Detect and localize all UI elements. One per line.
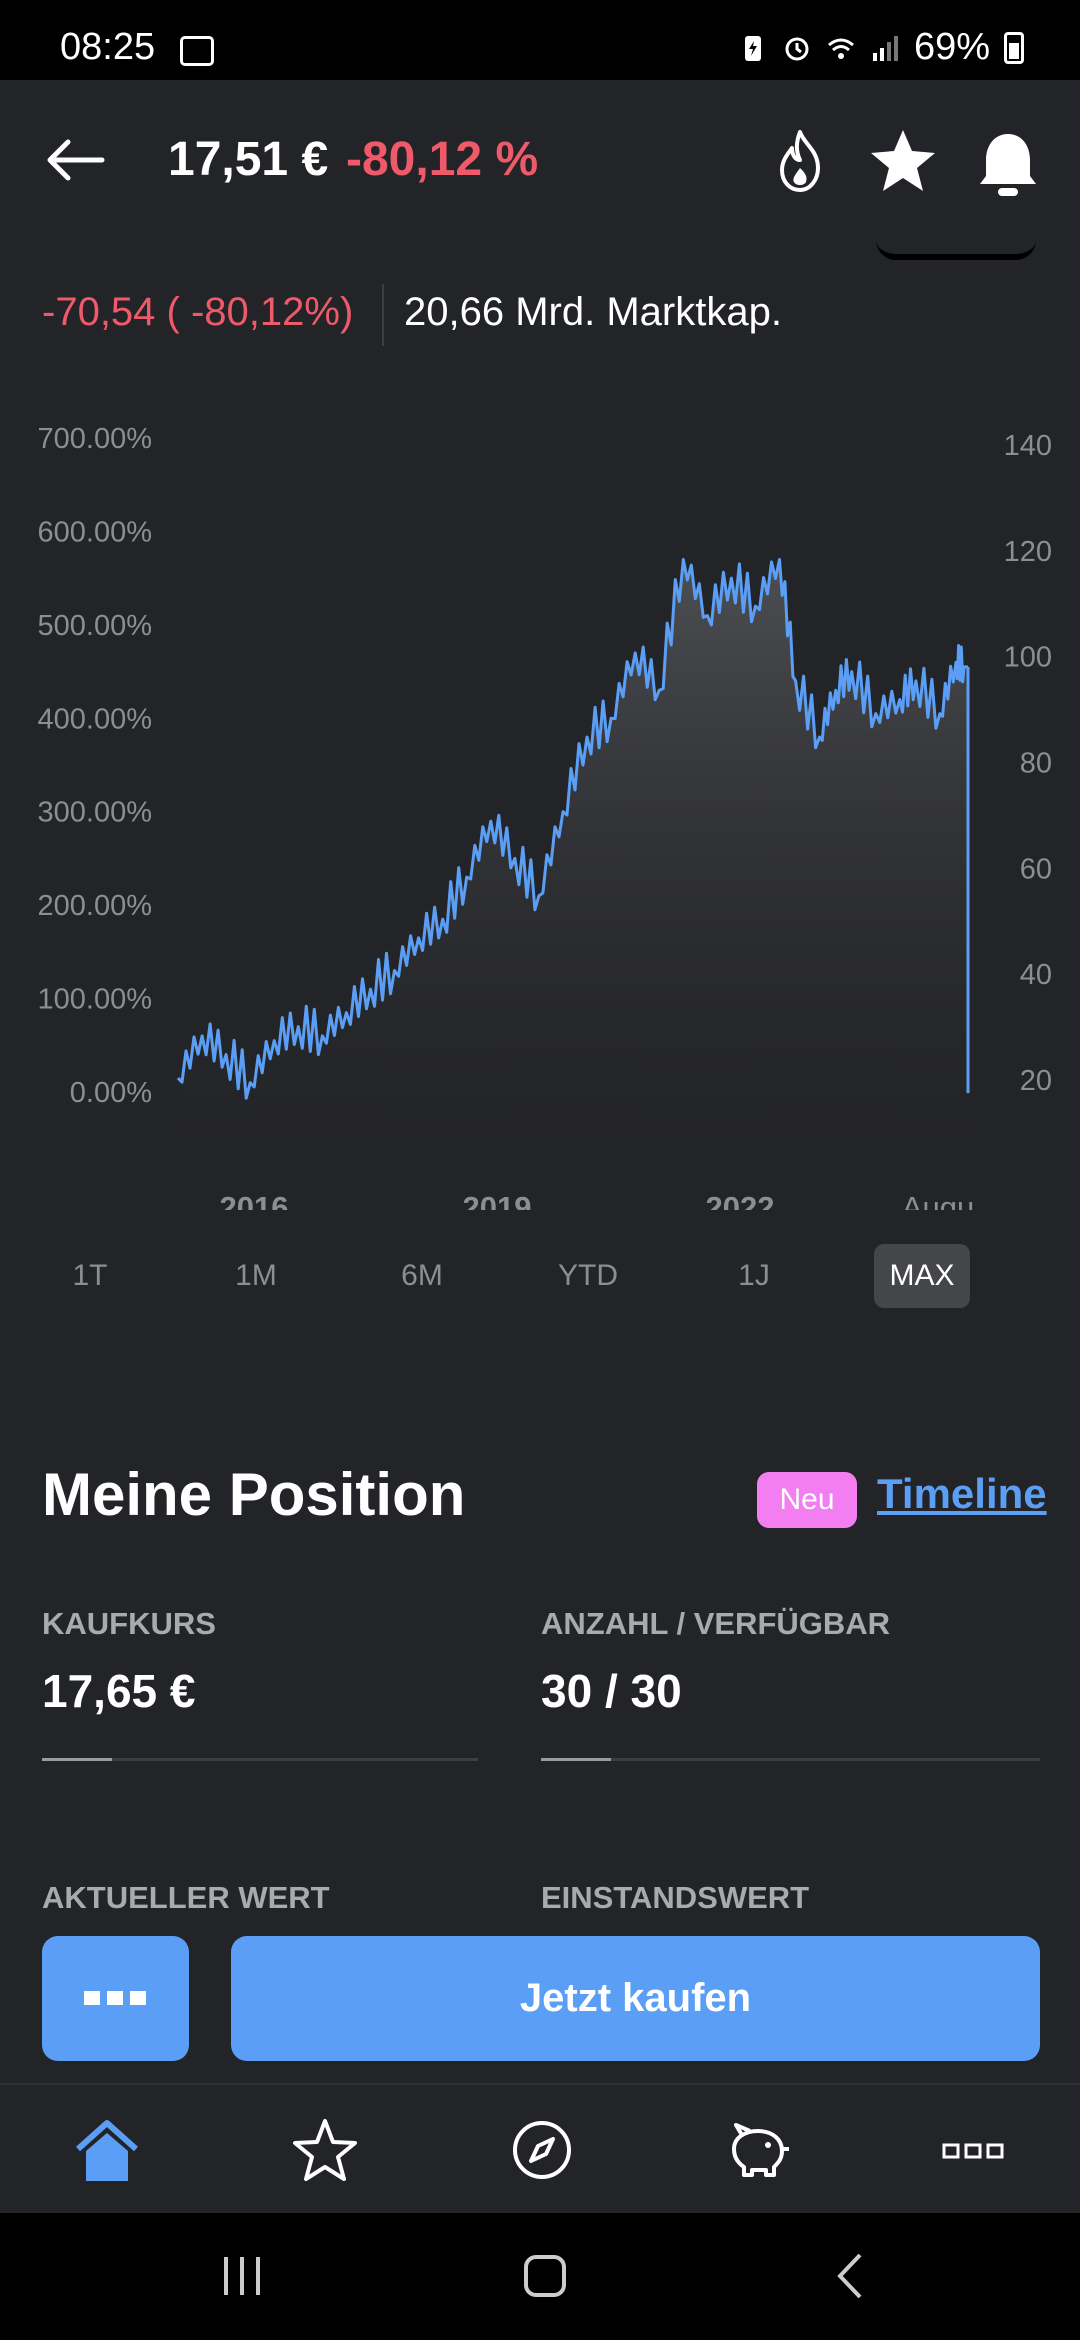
- battery-icon: [1004, 31, 1024, 64]
- y-tick-label: 100.00%: [38, 984, 153, 1016]
- range-1j[interactable]: 1J: [738, 1259, 770, 1292]
- back-button-icon[interactable]: [826, 2251, 876, 2301]
- signal-icon: [872, 35, 898, 61]
- buy-now-button[interactable]: Jetzt kaufen: [231, 1936, 1040, 2061]
- absolute-change: -70,54 ( -80,12%): [42, 290, 354, 334]
- battery-saver-icon: [744, 35, 761, 61]
- chart-area-fill: [178, 559, 968, 1150]
- price-line: [176, 558, 968, 1100]
- x-tick-label: Augu: [902, 1190, 974, 1210]
- x-axis: 2016 2019 2022 Augu: [220, 1190, 975, 1210]
- buy-price-progress: [42, 1758, 478, 1761]
- range-ytd[interactable]: YTD: [558, 1259, 618, 1292]
- y-tick-label: 600.00%: [38, 516, 153, 548]
- section-title: Meine Position: [42, 1461, 466, 1528]
- more-options-button[interactable]: [42, 1936, 189, 2061]
- y-tick-label: 400.00%: [38, 703, 153, 735]
- watchlist-star-icon[interactable]: [290, 2115, 360, 2185]
- fire-icon[interactable]: [770, 128, 830, 194]
- y-tick-label: 200.00%: [38, 890, 153, 922]
- dots-icon: [84, 1991, 146, 2005]
- right-tick-label: 60: [1020, 853, 1052, 885]
- y-tick-label: 0.00%: [70, 1077, 152, 1109]
- range-max[interactable]: MAX: [874, 1244, 970, 1308]
- right-tick-label: 140: [1004, 430, 1052, 462]
- battery-percent: 69%: [913, 26, 990, 68]
- favorite-star-icon[interactable]: [868, 126, 938, 196]
- timeline-link[interactable]: Timeline: [877, 1470, 1047, 1517]
- right-tick-label: 100: [1004, 642, 1052, 674]
- x-tick-label: 2019: [463, 1190, 532, 1210]
- y-tick-label: 700.00%: [38, 423, 153, 455]
- time-range-selector: 1T 1M 6M YTD 1J MAX: [0, 1244, 1080, 1308]
- home-icon[interactable]: [72, 2115, 142, 2185]
- left-axis: 700.00% 600.00% 500.00% 400.00% 300.00% 200.0…: [38, 423, 153, 1109]
- right-tick-label: 120: [1004, 536, 1052, 568]
- back-arrow-icon[interactable]: [40, 130, 110, 190]
- x-tick-label: 2016: [220, 1190, 289, 1210]
- x-tick-label: 2022: [706, 1190, 775, 1210]
- compass-icon[interactable]: [507, 2115, 577, 2185]
- status-bar: 08:25 69%: [0, 0, 1080, 80]
- image-notification-icon: [180, 36, 214, 66]
- stats-divider: [382, 284, 384, 346]
- y-tick-label: 500.00%: [38, 610, 153, 642]
- more-menu-icon[interactable]: [938, 2115, 1008, 2185]
- bottom-navigation: [0, 2085, 1080, 2213]
- current-value-label: AKTUELLER WERT: [42, 1880, 330, 1915]
- price-chart[interactable]: 700.00%600.00%500.00%400.00%300.00%200.0…: [0, 410, 1080, 1210]
- right-tick-label: 80: [1020, 748, 1052, 780]
- range-6m[interactable]: 6M: [401, 1259, 443, 1292]
- new-badge: Neu: [757, 1472, 857, 1528]
- quantity-value: 30 / 30: [541, 1665, 682, 1717]
- range-1t[interactable]: 1T: [72, 1259, 108, 1292]
- quantity-progress-fill: [541, 1758, 611, 1761]
- range-1m[interactable]: 1M: [235, 1259, 277, 1292]
- status-icons: 69%: [738, 26, 1024, 69]
- buy-price-progress-fill: [42, 1758, 112, 1761]
- buy-price-label: KAUFKURS: [42, 1606, 216, 1641]
- system-navigation-bar: [0, 2213, 1080, 2340]
- price-change-percent: -80,12 %: [346, 133, 539, 186]
- right-tick-label: 20: [1020, 1065, 1052, 1097]
- home-button-icon[interactable]: [520, 2251, 570, 2301]
- y-tick-label: 300.00%: [38, 797, 153, 829]
- buy-price-value: 17,65 €: [42, 1665, 196, 1717]
- wifi-icon: [827, 38, 854, 59]
- quantity-progress: [541, 1758, 1040, 1761]
- recent-apps-icon[interactable]: [218, 2251, 268, 2301]
- cost-value-label: EINSTANDSWERT: [541, 1880, 810, 1915]
- market-cap: 20,66 Mrd. Marktkap.: [404, 290, 782, 334]
- nav-divider: [0, 2083, 1080, 2085]
- right-axis: 140 120 100 80 60 40 20: [1004, 430, 1052, 1097]
- tab-indicator: [876, 236, 1036, 260]
- quantity-label: ANZAHL / VERFÜGBAR: [541, 1606, 891, 1641]
- right-tick-label: 40: [1020, 959, 1052, 991]
- current-price: 17,51 €: [168, 133, 329, 186]
- bell-icon[interactable]: [976, 128, 1040, 200]
- clock: 08:25: [60, 26, 156, 68]
- piggy-bank-icon[interactable]: [722, 2115, 792, 2185]
- alarm-icon: [785, 37, 809, 60]
